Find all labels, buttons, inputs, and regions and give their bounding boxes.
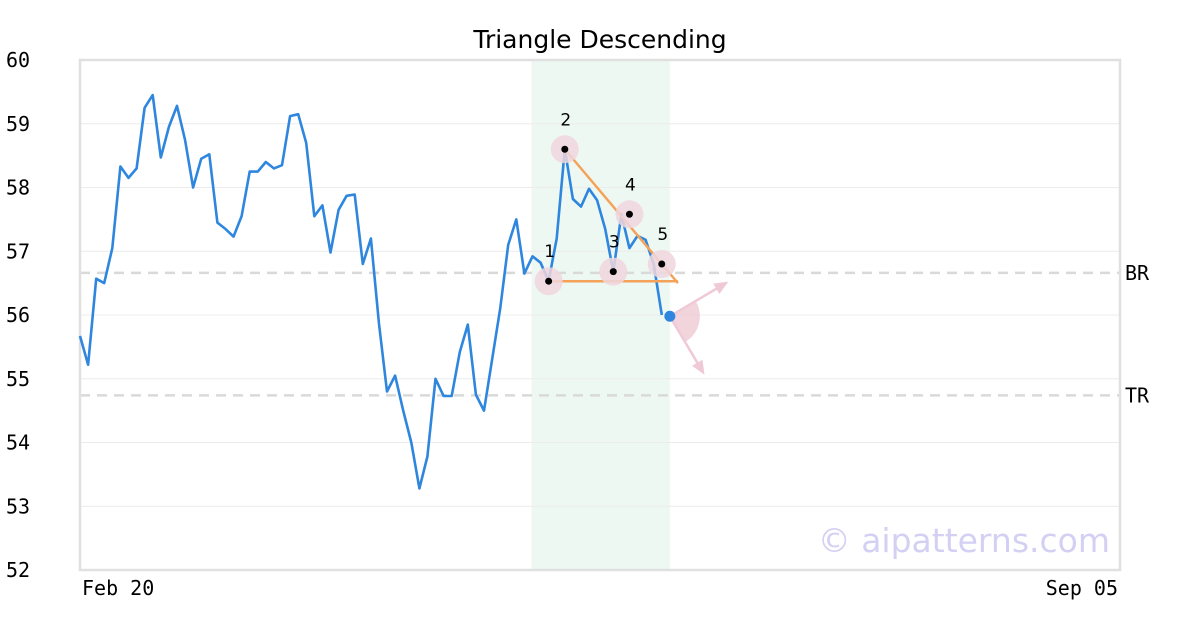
- plot-frame: [78, 58, 1122, 572]
- pattern-point-5: [658, 260, 666, 268]
- pattern-point-label: 1: [544, 242, 555, 262]
- y-tick-label: 58: [6, 176, 30, 200]
- pattern-point-1: [545, 277, 553, 285]
- last-point-marker: [664, 310, 676, 322]
- y-tick-label: 55: [6, 367, 30, 391]
- y-tick-label: 54: [6, 431, 30, 455]
- y-tick-label: 60: [6, 48, 30, 72]
- chart-title: Triangle Descending: [472, 25, 726, 54]
- direction-arrow-shaft: [668, 315, 703, 371]
- level-label-br: BR: [1125, 261, 1150, 285]
- pattern-point-label: 3: [609, 233, 620, 253]
- watermark: © aipatterns.com: [818, 521, 1110, 560]
- direction-arrow-head: [713, 281, 729, 294]
- level-label-tr: TR: [1125, 383, 1150, 407]
- y-tick-label: 53: [6, 494, 30, 518]
- x-tick-label-start: Feb 20: [82, 576, 154, 600]
- pattern-point-2: [561, 145, 569, 153]
- y-tick-label: 57: [6, 239, 30, 263]
- direction-arrow-shaft: [669, 283, 724, 318]
- x-tick-label-end: Sep 05: [1046, 576, 1118, 600]
- pattern-point-label: 5: [657, 225, 668, 245]
- y-tick-label: 52: [6, 558, 30, 582]
- pattern-point-3: [609, 268, 617, 276]
- direction-arrow-head: [692, 359, 705, 375]
- grid-lines: [80, 59, 1120, 571]
- y-tick-label: 59: [6, 112, 30, 136]
- pattern-points: 1 2 3 4 5: [534, 110, 676, 322]
- pattern-point-label: 4: [625, 175, 636, 195]
- y-tick-label: 56: [6, 303, 30, 327]
- direction-indicator: [668, 281, 729, 375]
- pattern-point-4: [625, 210, 633, 218]
- y-axis-ticks: 52 53 54 55 56 57 58 59 60: [6, 48, 30, 582]
- pattern-point-label: 2: [560, 110, 571, 130]
- direction-wedge: [669, 301, 700, 343]
